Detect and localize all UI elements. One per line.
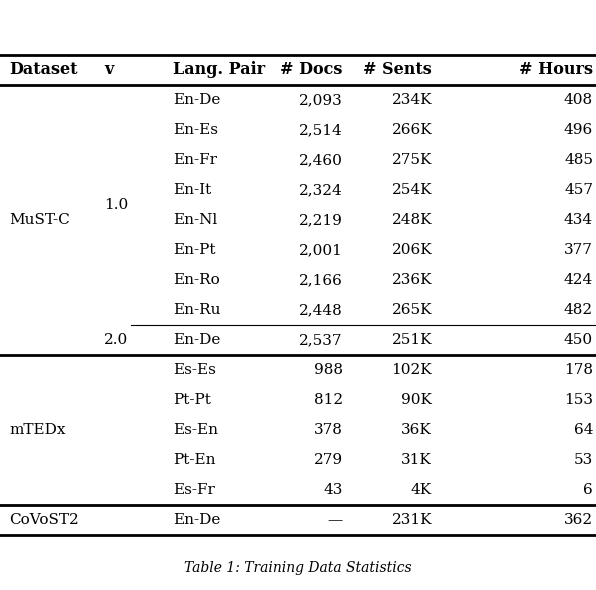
Text: 6: 6	[583, 483, 593, 497]
Text: 231K: 231K	[392, 513, 432, 527]
Text: 248K: 248K	[392, 213, 432, 227]
Text: CoVoST2: CoVoST2	[9, 513, 79, 527]
Text: 496: 496	[564, 123, 593, 137]
Text: En-Ru: En-Ru	[173, 303, 221, 317]
Text: 236K: 236K	[392, 273, 432, 287]
Text: 2,324: 2,324	[299, 183, 343, 197]
Text: 424: 424	[564, 273, 593, 287]
Text: 434: 434	[564, 213, 593, 227]
Text: En-Pt: En-Pt	[173, 243, 215, 257]
Text: 2,448: 2,448	[299, 303, 343, 317]
Text: 482: 482	[564, 303, 593, 317]
Text: 53: 53	[574, 453, 593, 467]
Text: 102K: 102K	[392, 363, 432, 377]
Text: Lang. Pair: Lang. Pair	[173, 61, 265, 78]
Text: # Docs: # Docs	[280, 61, 343, 78]
Text: 457: 457	[564, 183, 593, 197]
Text: 153: 153	[564, 393, 593, 407]
Text: 2,219: 2,219	[299, 213, 343, 227]
Text: —: —	[327, 513, 343, 527]
Text: 266K: 266K	[392, 123, 432, 137]
Text: # Sents: # Sents	[364, 61, 432, 78]
Text: Dataset: Dataset	[9, 61, 77, 78]
Text: 2,001: 2,001	[299, 243, 343, 257]
Text: En-Fr: En-Fr	[173, 153, 217, 167]
Text: Pt-En: Pt-En	[173, 453, 215, 467]
Text: 251K: 251K	[392, 333, 432, 347]
Text: mTEDx: mTEDx	[9, 423, 66, 437]
Text: En-Ro: En-Ro	[173, 273, 219, 287]
Text: 2,514: 2,514	[299, 123, 343, 137]
Text: 2,093: 2,093	[299, 93, 343, 107]
Text: 275K: 275K	[392, 153, 432, 167]
Text: 2,537: 2,537	[299, 333, 343, 347]
Text: 377: 377	[564, 243, 593, 257]
Text: 408: 408	[564, 93, 593, 107]
Text: v: v	[104, 61, 114, 78]
Text: MuST-C: MuST-C	[9, 213, 70, 227]
Text: 812: 812	[313, 393, 343, 407]
Text: 43: 43	[323, 483, 343, 497]
Text: 2,460: 2,460	[299, 153, 343, 167]
Text: 485: 485	[564, 153, 593, 167]
Text: 450: 450	[564, 333, 593, 347]
Text: 178: 178	[564, 363, 593, 377]
Text: Pt-Pt: Pt-Pt	[173, 393, 211, 407]
Text: En-De: En-De	[173, 513, 220, 527]
Text: Es-Es: Es-Es	[173, 363, 216, 377]
Text: 265K: 265K	[392, 303, 432, 317]
Text: 2.0: 2.0	[104, 333, 129, 347]
Text: En-Es: En-Es	[173, 123, 218, 137]
Text: 279: 279	[313, 453, 343, 467]
Text: 254K: 254K	[392, 183, 432, 197]
Text: 988: 988	[313, 363, 343, 377]
Text: # Hours: # Hours	[519, 61, 593, 78]
Text: 2,166: 2,166	[299, 273, 343, 287]
Text: Es-En: Es-En	[173, 423, 218, 437]
Text: Es-Fr: Es-Fr	[173, 483, 215, 497]
Text: 362: 362	[564, 513, 593, 527]
Text: 1.0: 1.0	[104, 198, 129, 212]
Text: 378: 378	[314, 423, 343, 437]
Text: 206K: 206K	[392, 243, 432, 257]
Text: Table 1: Training Data Statistics: Table 1: Training Data Statistics	[184, 561, 412, 575]
Text: En-De: En-De	[173, 93, 220, 107]
Text: En-De: En-De	[173, 333, 220, 347]
Text: 36K: 36K	[401, 423, 432, 437]
Text: 90K: 90K	[401, 393, 432, 407]
Text: 31K: 31K	[401, 453, 432, 467]
Text: 64: 64	[573, 423, 593, 437]
Text: 4K: 4K	[411, 483, 432, 497]
Text: En-Nl: En-Nl	[173, 213, 217, 227]
Text: En-It: En-It	[173, 183, 211, 197]
Text: 234K: 234K	[392, 93, 432, 107]
